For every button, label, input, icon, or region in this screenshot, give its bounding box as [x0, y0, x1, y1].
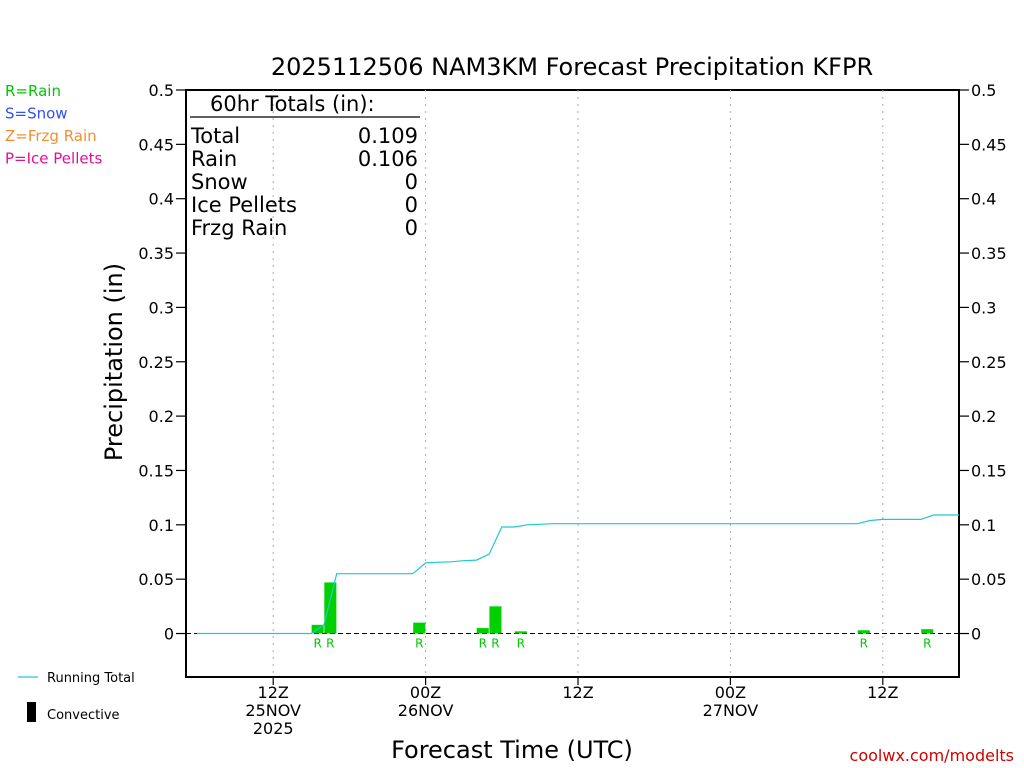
ptype-legend-item: S=Snow — [5, 105, 68, 123]
y-tick-label-right: 0.45 — [971, 135, 1007, 154]
precip-bars — [311, 582, 934, 634]
x-tick-label: 00Z — [410, 683, 441, 702]
x-gridlines — [272, 90, 884, 677]
x-tick-label: 12Z — [562, 683, 593, 702]
y-axis-label: Precipitation (in) — [100, 263, 128, 461]
running-total-legend-label: Running Total — [47, 671, 135, 686]
totals-row-label: Frzg Rain — [191, 216, 287, 240]
ptype-label: R — [313, 637, 321, 651]
series-legend: Running Total Convective — [18, 671, 135, 723]
ptype-label: R — [923, 637, 931, 651]
y-tick-label-right: 0.3 — [971, 298, 996, 317]
y-tick-label-left: 0.25 — [138, 353, 174, 372]
ptype-label: R — [517, 637, 525, 651]
ptype-label: R — [326, 637, 334, 651]
ptype-legend-item: P=Ice Pellets — [5, 150, 102, 168]
y-tick-label-left: 0.45 — [138, 135, 174, 154]
running-total-line — [197, 514, 959, 635]
y-tick-label-left: 0.4 — [149, 190, 174, 209]
totals-row-value: 0 — [405, 193, 418, 217]
y-tick-label-right: 0.5 — [971, 81, 996, 100]
y-tick-label-right: 0.25 — [971, 353, 1007, 372]
x-tick-label: 2025 — [253, 719, 294, 738]
y-tick-label-left: 0.35 — [138, 244, 174, 263]
y-tick-label-right: 0 — [971, 625, 981, 644]
y-tick-label-right: 0.35 — [971, 244, 1007, 263]
y-tick-label-right: 0.2 — [971, 407, 996, 426]
y-tick-label-left: 0.2 — [149, 407, 174, 426]
chart-title: 2025112506 NAM3KM Forecast Precipitation… — [271, 53, 873, 81]
x-tick-label: 12Z — [258, 683, 289, 702]
ptype-legend: R=Rain S=Snow Z=Frzg Rain P=Ice Pellets — [5, 82, 102, 168]
x-tick-label: 27NOV — [703, 701, 759, 720]
precip-bar — [857, 630, 870, 634]
totals-row-value: 0.106 — [358, 147, 418, 171]
y-tick-label-right: 0.15 — [971, 461, 1007, 480]
totals-header: 60hr Totals (in): — [210, 92, 375, 116]
y-tick-label-right: 0.1 — [971, 516, 996, 535]
x-tick-label: 26NOV — [398, 701, 454, 720]
ptype-legend-item: R=Rain — [5, 82, 61, 100]
x-tick-label: 00Z — [715, 683, 746, 702]
ptype-legend-item: Z=Frzg Rain — [5, 127, 97, 145]
y-tick-label-left: 0.15 — [138, 461, 174, 480]
y-tick-label-left: 0.3 — [149, 298, 174, 317]
precip-bar — [921, 629, 934, 634]
convective-legend-label: Convective — [47, 708, 120, 723]
totals-box: 60hr Totals (in): Total 0.109 Rain 0.106 Sno… — [190, 92, 420, 240]
ptype-label: R — [860, 637, 868, 651]
plot-frame — [185, 89, 960, 678]
y-axis-right: 0.5 0.45 0.4 0.35 0.3 0.25 0.2 0.15 0.1 0.05 0 — [959, 81, 1007, 644]
x-tick-label: 12Z — [867, 683, 898, 702]
totals-row-label: Ice Pellets — [191, 193, 297, 217]
x-tick-label: 25NOV — [245, 701, 301, 720]
y-axis-left: 0.5 0.45 0.4 0.35 0.3 0.25 0.2 0.15 0.1 0.05 0 — [138, 81, 186, 644]
precip-bar — [514, 631, 527, 634]
precip-bar — [413, 622, 426, 634]
y-tick-label-right: 0.05 — [971, 570, 1007, 589]
convective-swatch — [27, 702, 36, 722]
y-tick-label-left: 0 — [164, 625, 174, 644]
precip-bar — [489, 606, 502, 634]
totals-row-label: Total — [190, 124, 240, 148]
ptype-label: R — [491, 637, 499, 651]
totals-row-label: Rain — [191, 147, 237, 171]
credit-text: coolwx.com/modelts — [850, 746, 1014, 765]
y-tick-label-right: 0.4 — [971, 190, 996, 209]
totals-row-value: 0 — [405, 170, 418, 194]
x-axis-label: Forecast Time (UTC) — [391, 736, 633, 764]
totals-row-label: Snow — [191, 170, 248, 194]
ptype-label: R — [479, 637, 487, 651]
precip-bar — [324, 582, 337, 634]
totals-row-value: 0 — [405, 216, 418, 240]
precip-bar — [476, 628, 489, 634]
totals-row-value: 0.109 — [358, 124, 418, 148]
y-tick-label-left: 0.05 — [138, 570, 174, 589]
y-tick-label-left: 0.5 — [149, 81, 174, 100]
y-tick-label-left: 0.1 — [149, 516, 174, 535]
ptype-label: R — [415, 637, 423, 651]
